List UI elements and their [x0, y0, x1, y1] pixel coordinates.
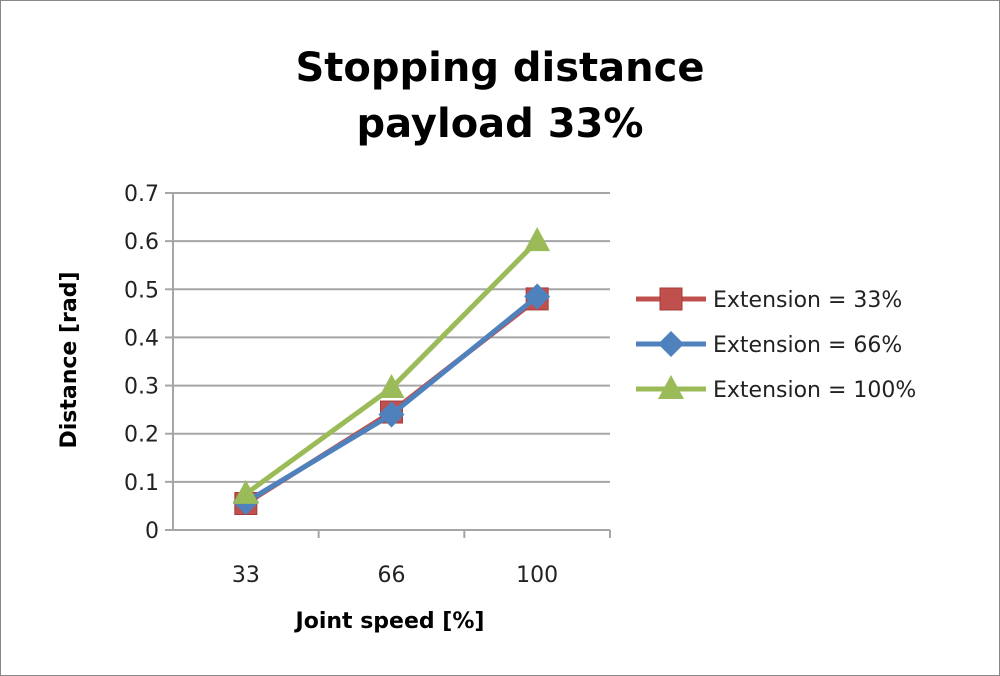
- legend-item: Extension = 66%: [636, 331, 902, 358]
- series-2: [232, 283, 551, 516]
- x-tick-label: 100: [516, 563, 558, 588]
- legend-marker: [659, 287, 683, 311]
- y-tick-label: 0.3: [124, 375, 159, 400]
- legend-label: Extension = 33%: [713, 288, 902, 313]
- x-axis-label: Joint speed [%]: [294, 609, 485, 634]
- legend-item: Extension = 100%: [636, 375, 916, 403]
- y-tick-label: 0.2: [124, 423, 159, 448]
- data-point: [524, 283, 551, 310]
- legend-marker: [658, 375, 684, 399]
- y-tick-label: 0: [145, 519, 159, 544]
- y-axis-label: Distance [rad]: [57, 271, 82, 448]
- x-tick-label: 33: [232, 563, 260, 588]
- x-tick-label: 66: [378, 563, 406, 588]
- title-line: Stopping distance: [295, 45, 705, 91]
- data-point: [378, 373, 405, 398]
- series-line: [244, 239, 539, 496]
- subtitle-line: payload 33%: [356, 101, 644, 147]
- data-point: [232, 479, 259, 504]
- y-tick-label: 0.5: [124, 278, 159, 303]
- legend-label: Extension = 66%: [713, 333, 902, 358]
- y-tick-label: 0.6: [124, 230, 159, 255]
- series-line: [244, 294, 539, 505]
- series-3: [232, 227, 551, 504]
- y-tick-label: 0.7: [124, 182, 159, 207]
- data-point: [378, 401, 405, 428]
- y-tick-label: 0.4: [124, 326, 159, 351]
- data-point: [524, 227, 551, 252]
- y-tick-label: 0.1: [124, 471, 159, 496]
- legend-marker: [658, 331, 684, 357]
- legend-label: Extension = 100%: [713, 378, 916, 403]
- chart-title: Stopping distance payload 33%: [0, 40, 1000, 152]
- legend-item: Extension = 33%: [636, 287, 902, 313]
